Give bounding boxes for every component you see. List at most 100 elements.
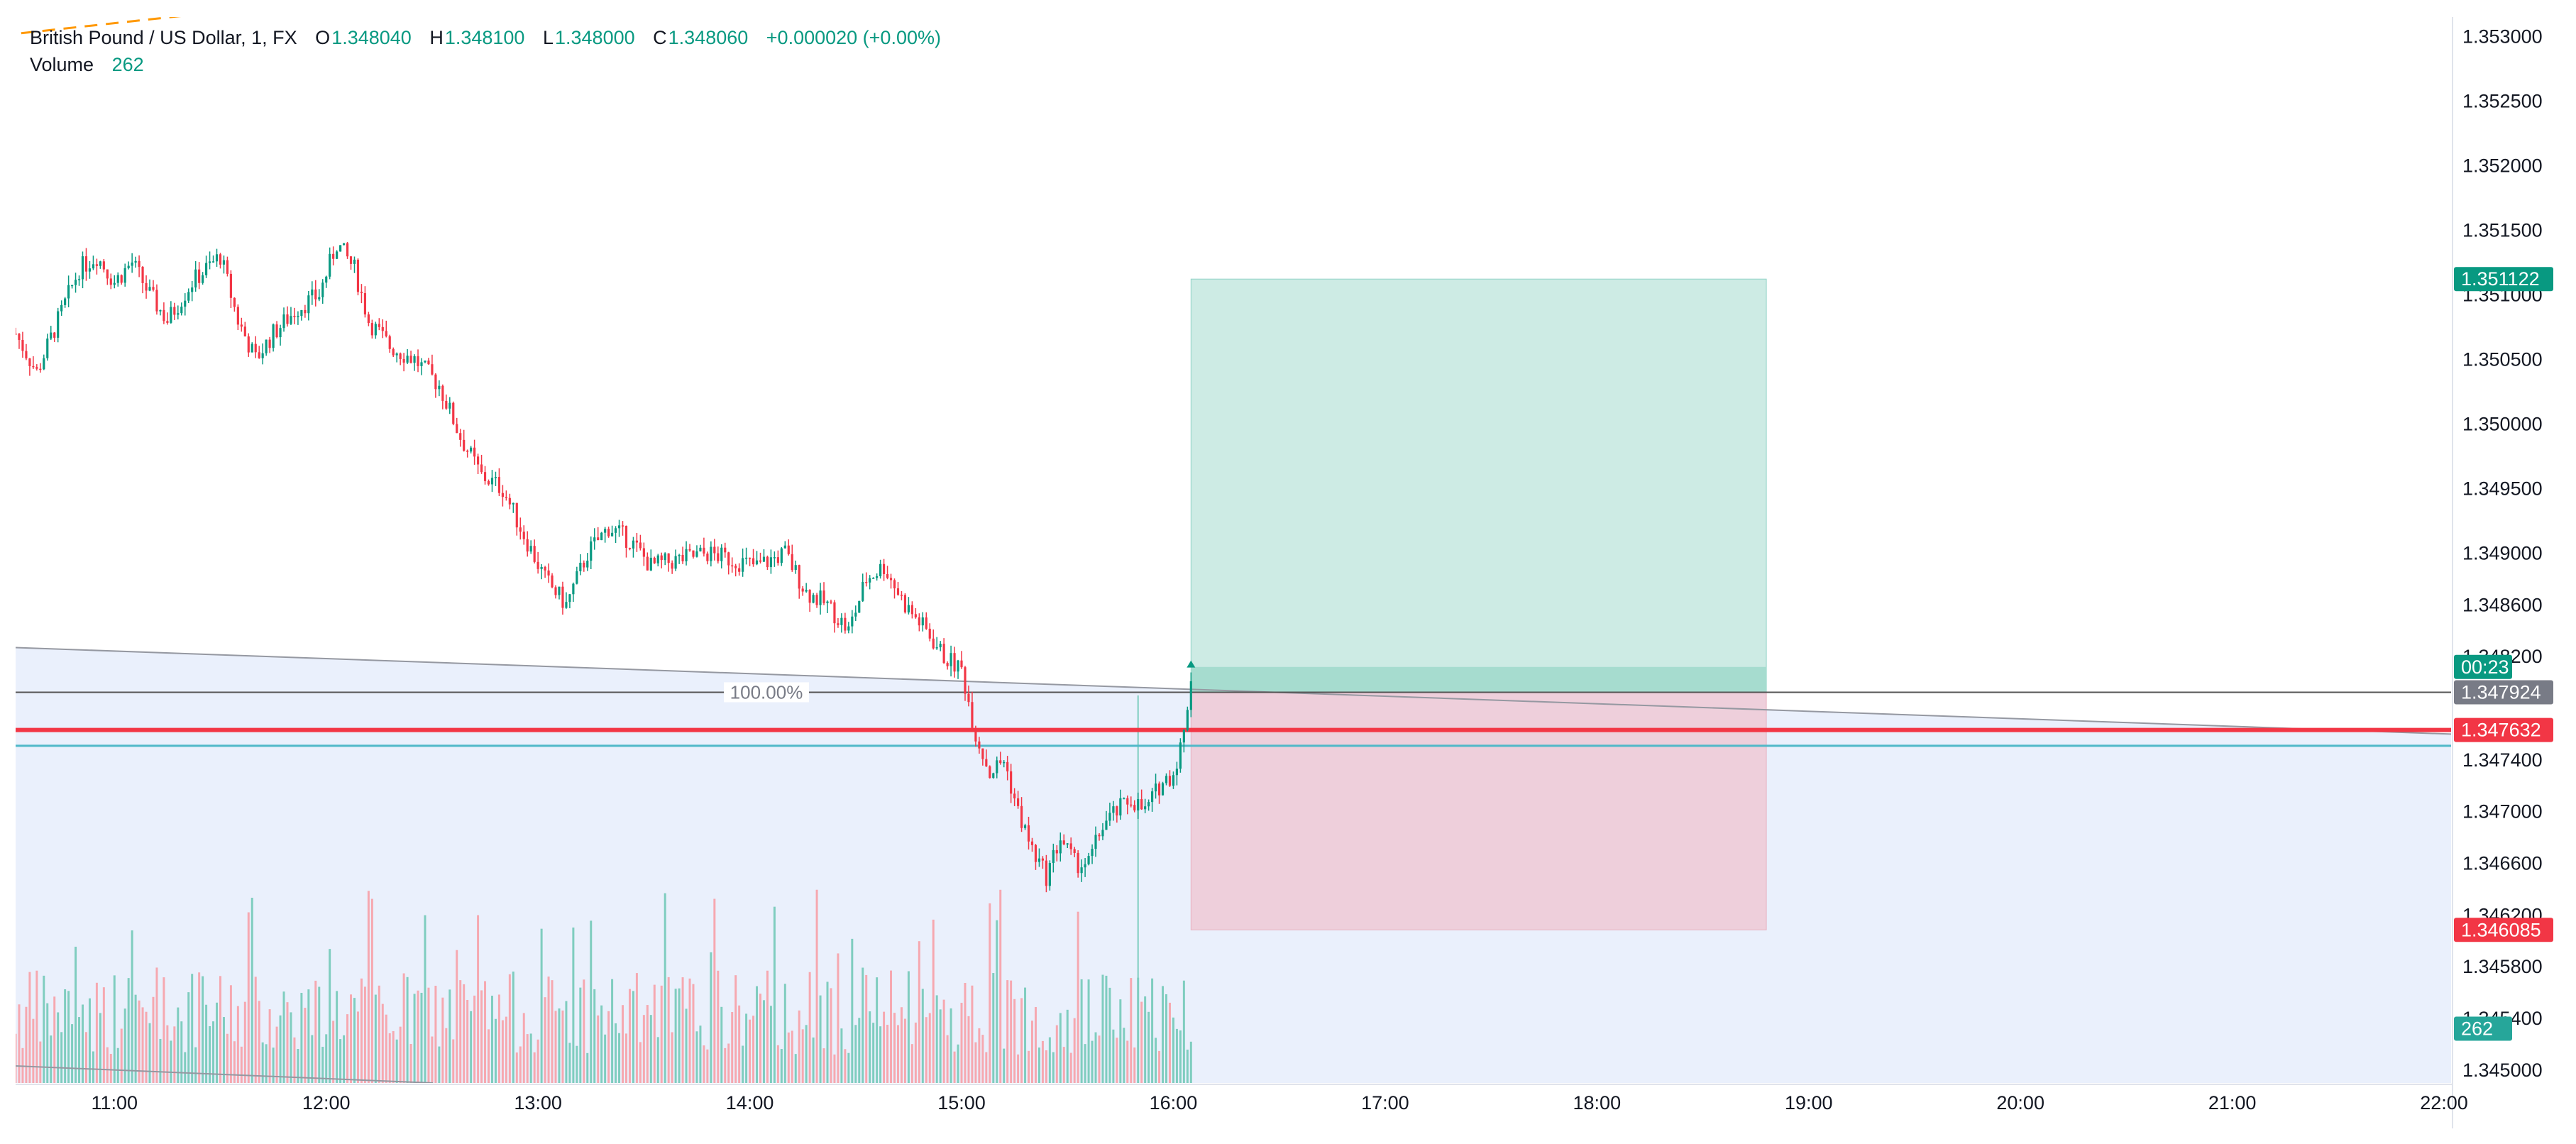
candle-body[interactable] bbox=[349, 256, 353, 264]
candle-body[interactable] bbox=[402, 358, 405, 363]
candle-body[interactable] bbox=[1020, 805, 1023, 828]
candle-body[interactable] bbox=[586, 561, 589, 568]
candle-body[interactable] bbox=[367, 314, 370, 324]
candle-body[interactable] bbox=[159, 309, 162, 312]
candle-body[interactable] bbox=[166, 321, 169, 323]
candle-body[interactable] bbox=[1055, 849, 1058, 854]
candle-body[interactable] bbox=[321, 282, 324, 297]
candle-body[interactable] bbox=[1116, 806, 1118, 816]
candle-body[interactable] bbox=[74, 280, 77, 285]
candle-body[interactable] bbox=[872, 578, 875, 579]
candle-body[interactable] bbox=[727, 552, 730, 566]
candle-body[interactable] bbox=[819, 590, 822, 605]
candle-body[interactable] bbox=[720, 547, 723, 561]
candle-body[interactable] bbox=[184, 300, 187, 307]
candle-body[interactable] bbox=[441, 385, 444, 401]
candle-body[interactable] bbox=[32, 365, 35, 368]
candle-body[interactable] bbox=[1157, 783, 1161, 796]
candle-body[interactable] bbox=[1010, 771, 1013, 794]
candle-body[interactable] bbox=[706, 554, 709, 561]
candle-body[interactable] bbox=[459, 433, 462, 440]
candle-body[interactable] bbox=[840, 617, 843, 625]
candle-body[interactable] bbox=[822, 590, 825, 603]
candle-body[interactable] bbox=[314, 289, 317, 299]
candle-body[interactable] bbox=[1144, 806, 1147, 810]
candle-body[interactable] bbox=[833, 602, 836, 624]
candle-body[interactable] bbox=[77, 279, 81, 280]
candle-body[interactable] bbox=[1165, 776, 1168, 783]
candle-body[interactable] bbox=[568, 594, 571, 603]
candle-body[interactable] bbox=[46, 339, 49, 358]
candle-body[interactable] bbox=[1098, 835, 1101, 837]
candle-body[interactable] bbox=[1147, 802, 1150, 807]
candle-body[interactable] bbox=[755, 560, 759, 565]
candle-body[interactable] bbox=[628, 547, 632, 549]
symbol-title[interactable]: British Pound / US Dollar, 1, FX bbox=[30, 27, 297, 48]
candle-body[interactable] bbox=[910, 605, 913, 615]
candle-body[interactable] bbox=[60, 304, 63, 312]
candle-body[interactable] bbox=[572, 583, 575, 595]
candle-body[interactable] bbox=[463, 439, 466, 451]
time-axis[interactable]: 11:00 12:00 13:00 14:00 15:00 16:00 17:00 18:00… bbox=[91, 1092, 2467, 1113]
candle-body[interactable] bbox=[646, 556, 649, 571]
candle-body[interactable] bbox=[717, 553, 720, 561]
candle-body[interactable] bbox=[1119, 798, 1122, 816]
candle-body[interactable] bbox=[134, 260, 137, 263]
candle-body[interactable] bbox=[236, 307, 239, 325]
candle-body[interactable] bbox=[950, 653, 952, 666]
candle-body[interactable] bbox=[710, 546, 712, 561]
candle-body[interactable] bbox=[1108, 813, 1111, 821]
candle-body[interactable] bbox=[413, 356, 416, 363]
candle-body[interactable] bbox=[466, 451, 469, 452]
candle-body[interactable] bbox=[35, 367, 38, 369]
candle-body[interactable] bbox=[551, 575, 554, 588]
candle-body[interactable] bbox=[353, 259, 356, 264]
candle-body[interactable] bbox=[332, 253, 335, 259]
candle-body[interactable] bbox=[64, 298, 67, 305]
candle-body[interactable] bbox=[664, 553, 666, 561]
candle-body[interactable] bbox=[385, 331, 387, 336]
candle-body[interactable] bbox=[434, 374, 437, 390]
candle-body[interactable] bbox=[533, 546, 536, 562]
candle-body[interactable] bbox=[939, 644, 942, 648]
candle-body[interactable] bbox=[279, 328, 282, 338]
candle-body[interactable] bbox=[561, 586, 564, 608]
candle-body[interactable] bbox=[282, 314, 285, 329]
candle-body[interactable] bbox=[194, 269, 197, 288]
candle-body[interactable] bbox=[526, 539, 529, 552]
candle-body[interactable] bbox=[808, 590, 811, 603]
lower-trend-line[interactable] bbox=[16, 1065, 434, 1083]
candle-body[interactable] bbox=[812, 595, 815, 603]
candle-body[interactable] bbox=[731, 565, 734, 567]
candle-body[interactable] bbox=[448, 402, 451, 409]
candle-body[interactable] bbox=[932, 638, 935, 649]
candle-body[interactable] bbox=[1084, 864, 1086, 868]
candle-body[interactable] bbox=[893, 580, 896, 589]
trend-line[interactable] bbox=[16, 647, 2451, 735]
candle-body[interactable] bbox=[25, 351, 28, 359]
candle-body[interactable] bbox=[505, 497, 507, 498]
candle-body[interactable] bbox=[1080, 867, 1083, 874]
candle-body[interactable] bbox=[99, 261, 101, 266]
candle-body[interactable] bbox=[304, 309, 307, 314]
candle-body[interactable] bbox=[92, 264, 95, 269]
candle-body[interactable] bbox=[773, 557, 776, 559]
candle-body[interactable] bbox=[211, 261, 215, 263]
candle-body[interactable] bbox=[300, 309, 303, 317]
candle-body[interactable] bbox=[109, 278, 112, 285]
candle-body[interactable] bbox=[420, 362, 423, 366]
candle-body[interactable] bbox=[325, 276, 328, 283]
candle-body[interactable] bbox=[1094, 835, 1097, 849]
candle-body[interactable] bbox=[886, 573, 889, 578]
candle-body[interactable] bbox=[1179, 742, 1182, 769]
candle-body[interactable] bbox=[724, 547, 727, 553]
candle-body[interactable] bbox=[1027, 825, 1030, 842]
candle-body[interactable] bbox=[967, 693, 970, 703]
candle-body[interactable] bbox=[18, 334, 21, 340]
candle-body[interactable] bbox=[981, 748, 984, 759]
candle-body[interactable] bbox=[21, 339, 24, 351]
candle-body[interactable] bbox=[113, 282, 116, 285]
candle-body[interactable] bbox=[1101, 830, 1104, 837]
candle-body[interactable] bbox=[964, 667, 967, 694]
